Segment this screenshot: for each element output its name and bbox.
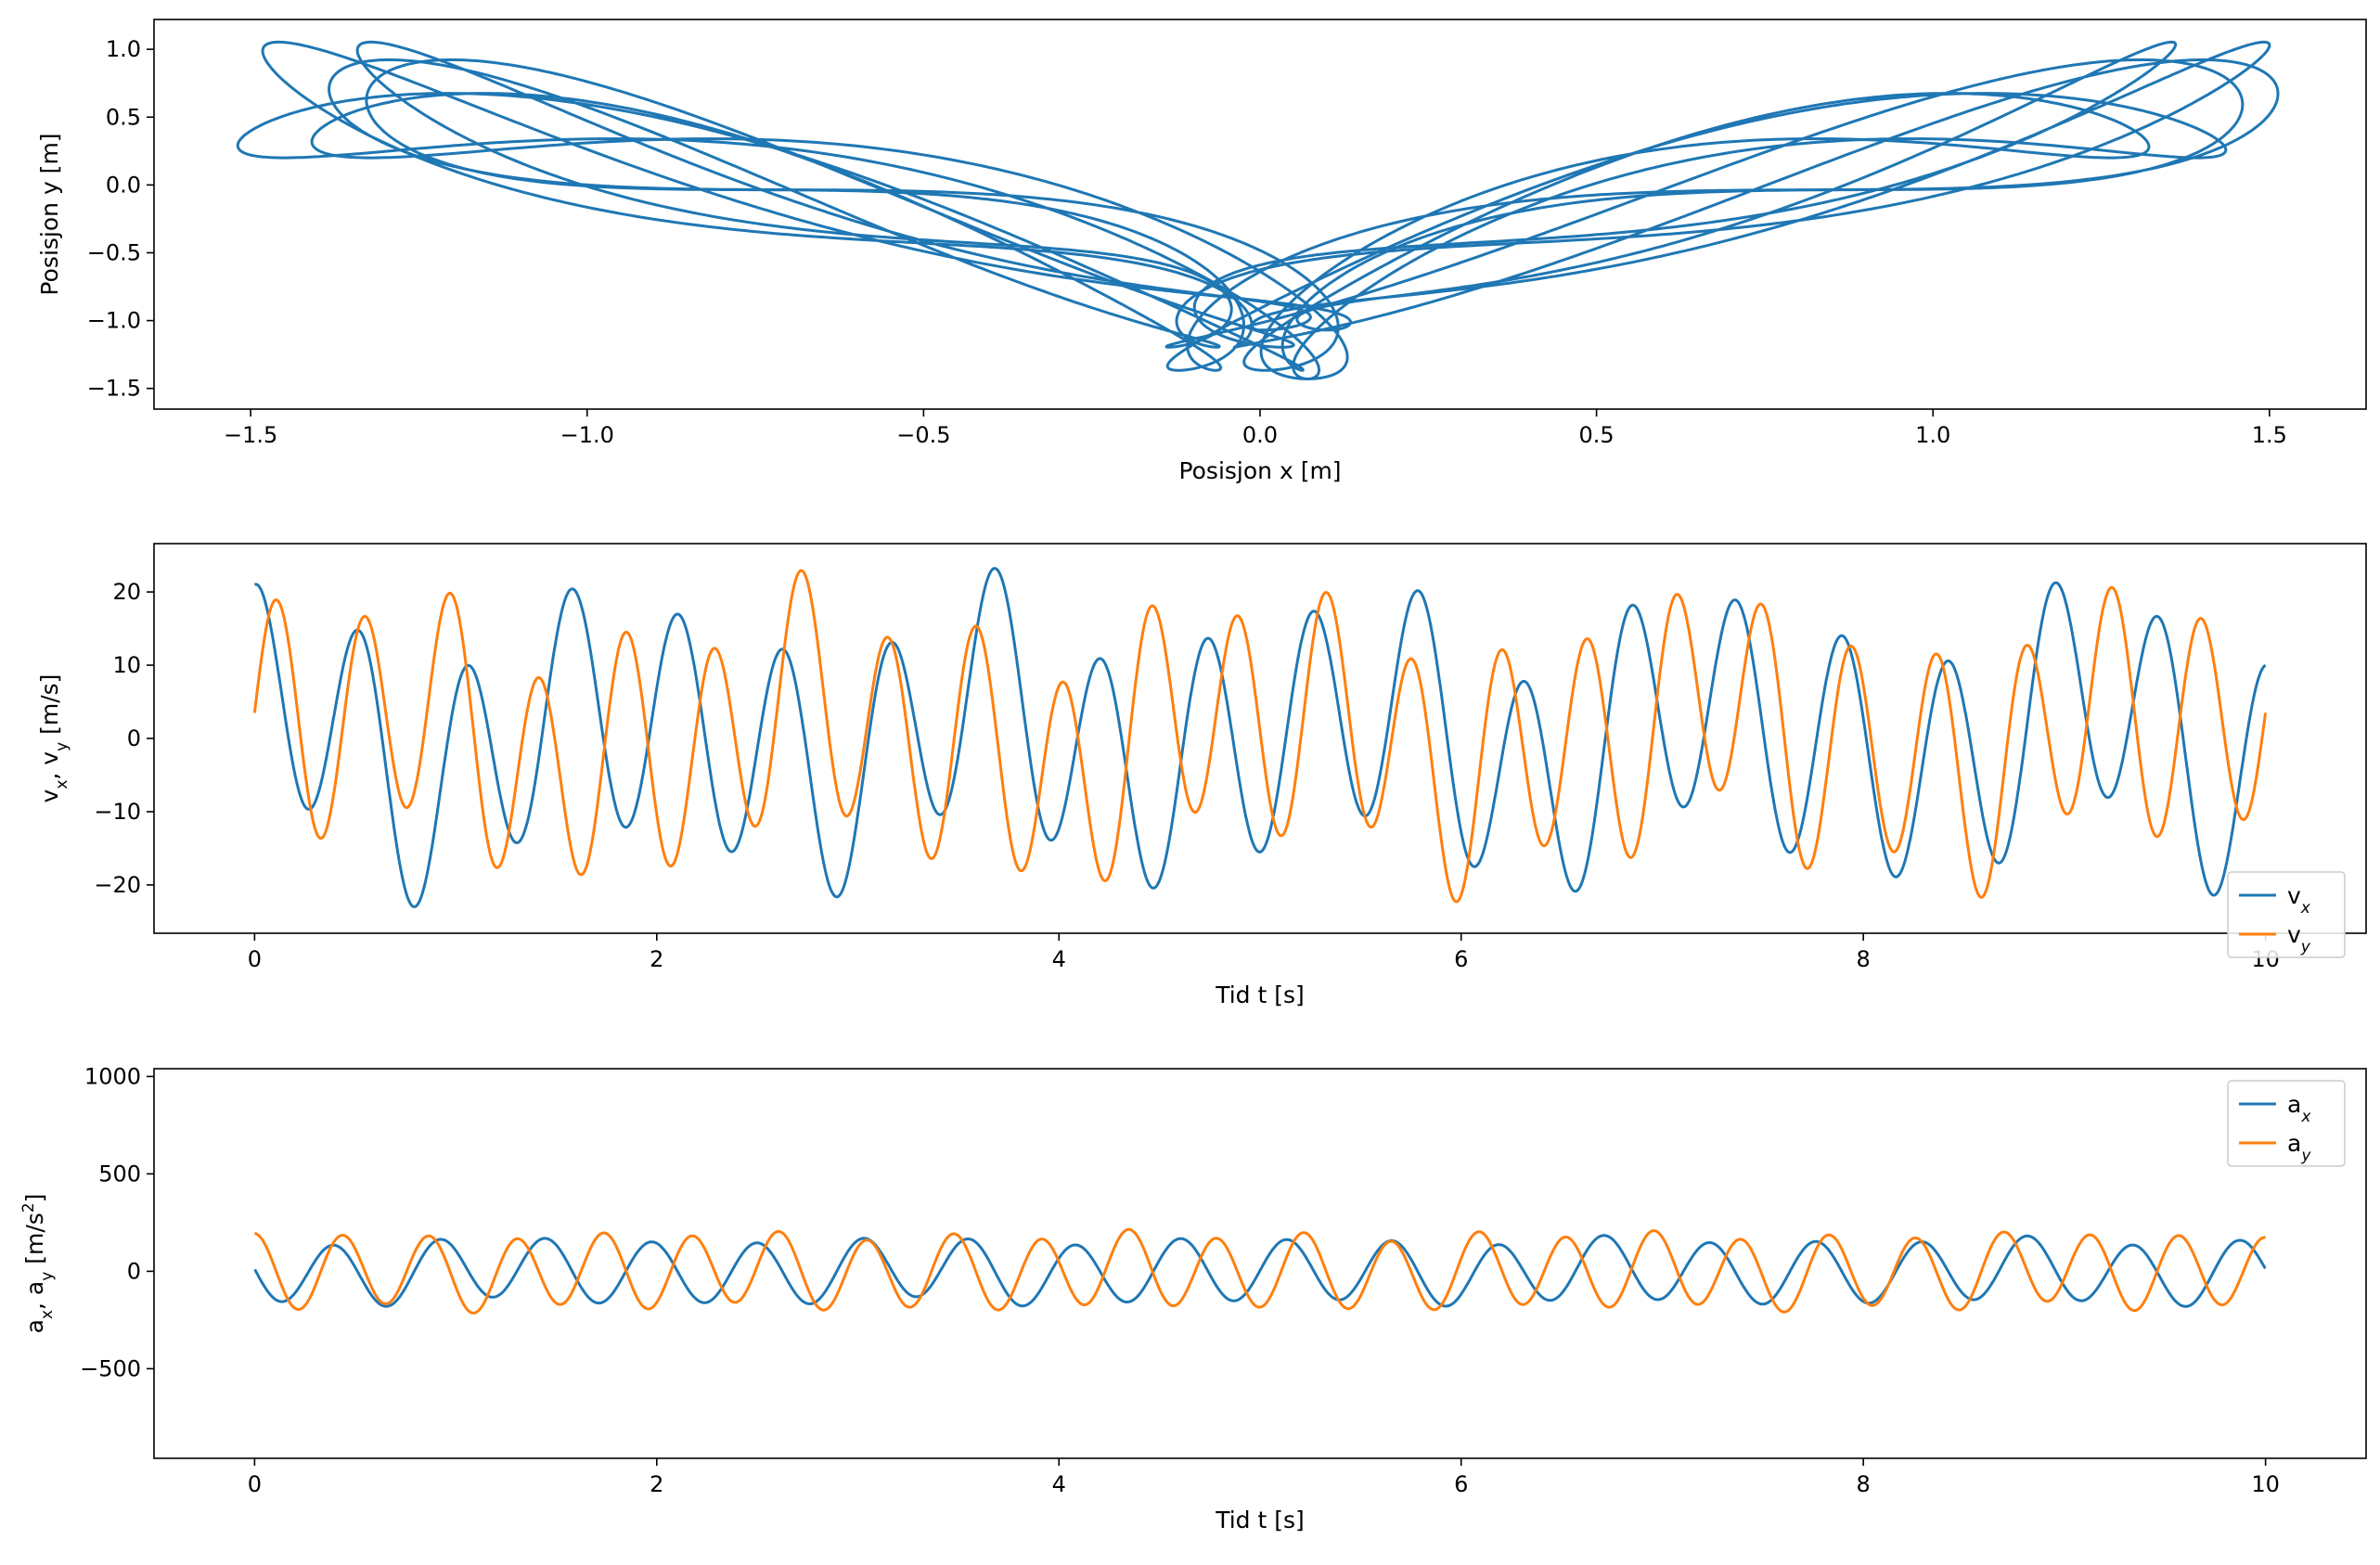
- legend-label-ay: ay: [2287, 1130, 2311, 1165]
- trajectory-y-tick-label: −1.5: [87, 376, 141, 402]
- trajectory-x-tick-label: −1.0: [560, 422, 614, 448]
- acceleration-x-tick-label: 10: [2251, 1471, 2280, 1497]
- trajectory-y-tick-label: 1.0: [106, 36, 141, 62]
- legend-label-vy: vy: [2287, 921, 2311, 956]
- trajectory-x-tick-label: −1.5: [224, 422, 277, 448]
- trajectory-y-tick-label: −1.0: [87, 308, 141, 334]
- velocity-y-tick-label: 20: [112, 579, 141, 605]
- acceleration-y-tick-label: 0: [127, 1258, 141, 1284]
- vx-line: [253, 567, 2267, 908]
- acceleration-x-tick-label: 0: [248, 1471, 262, 1497]
- velocity-x-tick-label: 6: [1454, 946, 1468, 972]
- trajectory-x-tick-label: 0.5: [1579, 422, 1615, 448]
- velocity-y-tick-label: 0: [127, 725, 141, 751]
- trajectory-panel: −1.5 −1.0 −0.5 0.0 0.5 1.0 1.5 −1.5 −1.0 −0.5 0.0 0…: [36, 19, 2367, 484]
- velocity-y-axis-label: vx, vy [m/s]: [36, 674, 71, 803]
- acceleration-x-tick-label: 2: [650, 1471, 663, 1497]
- velocity-y-tick-label: −20: [94, 872, 141, 898]
- velocity-legend-box: [2227, 871, 2346, 958]
- acceleration-x-tick-label: 4: [1052, 1471, 1066, 1497]
- trajectory-y-tick-label: 0.0: [106, 172, 141, 198]
- acceleration-x-axis-label: Tid t [s]: [1215, 1507, 1305, 1533]
- velocity-legend: vx vy: [2227, 871, 2346, 958]
- velocity-x-tick-label: 0: [248, 946, 262, 972]
- acceleration-y-axis-label: ax, ay [m/s2]: [19, 1194, 57, 1334]
- acceleration-axes-frame: [153, 1068, 2367, 1459]
- velocity-x-axis-label: Tid t [s]: [1215, 981, 1305, 1008]
- acceleration-legend: ax ay: [2227, 1080, 2346, 1167]
- velocity-x-tick-label: 2: [650, 946, 663, 972]
- trajectory-line: [236, 40, 2280, 380]
- acceleration-y-tick-label: 1000: [84, 1063, 141, 1089]
- acceleration-y-tick-label: −500: [80, 1355, 141, 1381]
- legend-label-vx: vx: [2287, 882, 2311, 917]
- acceleration-x-tick-label: 8: [1857, 1471, 1871, 1497]
- trajectory-y-tick-label: 0.5: [106, 104, 141, 130]
- ax-line: [253, 1234, 2267, 1308]
- acceleration-panel: 0 2 4 6 8 10 −500 0 500 1000 Tid t [s] ax, ay [m/…: [19, 1063, 2367, 1533]
- trajectory-y-tick-label: −0.5: [87, 239, 141, 265]
- velocity-x-tick-label: 4: [1052, 946, 1066, 972]
- vy-line: [252, 569, 2268, 904]
- acceleration-legend-box: [2227, 1080, 2346, 1167]
- legend-label-ax: ax: [2287, 1091, 2311, 1126]
- trajectory-y-axis-label: Posisjon y [m]: [36, 133, 63, 295]
- acceleration-y-tick-label: 500: [98, 1161, 141, 1187]
- ay-line: [253, 1227, 2267, 1315]
- trajectory-x-tick-label: 0.0: [1242, 422, 1278, 448]
- velocity-x-tick-label: 8: [1857, 946, 1871, 972]
- trajectory-x-tick-label: 1.0: [1915, 422, 1950, 448]
- trajectory-x-tick-label: −0.5: [896, 422, 950, 448]
- trajectory-x-axis-label: Posisjon x [m]: [1178, 457, 1341, 484]
- velocity-y-tick-label: −10: [94, 799, 141, 825]
- trajectory-x-tick-label: 1.5: [2252, 422, 2287, 448]
- acceleration-x-tick-label: 6: [1454, 1471, 1468, 1497]
- velocity-y-tick-label: 10: [112, 652, 141, 678]
